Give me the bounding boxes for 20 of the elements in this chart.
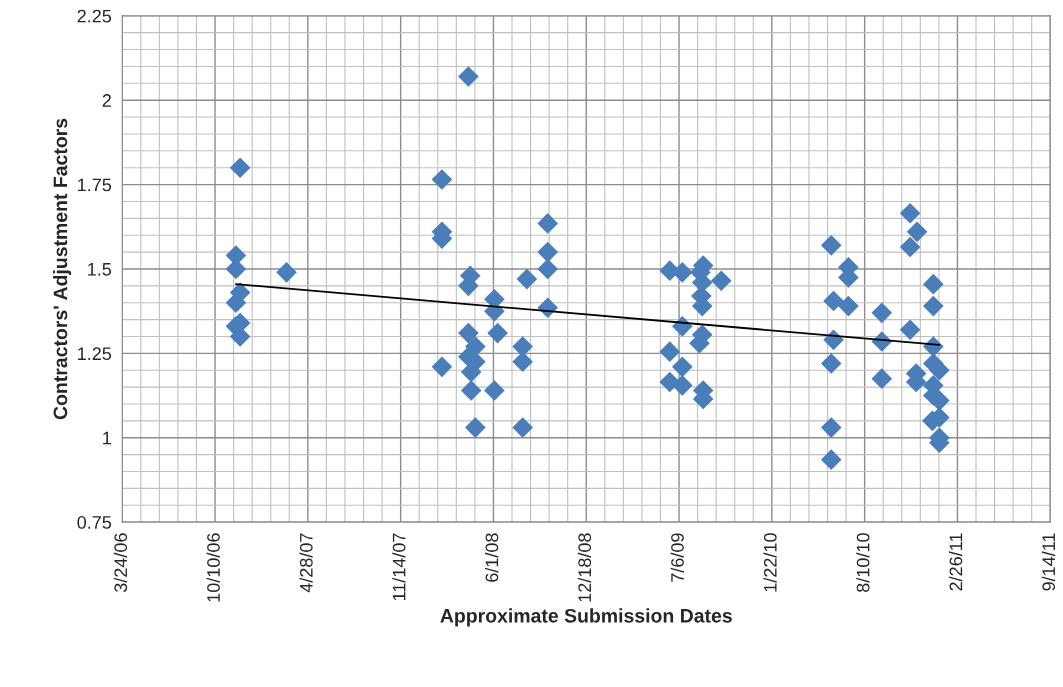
x-tick-label: 11/14/07 bbox=[392, 533, 406, 601]
x-tick-label: 12/18/08 bbox=[577, 533, 592, 602]
x-tick-label: 10/10/06 bbox=[206, 533, 220, 602]
y-tick-label: 0.75 bbox=[77, 516, 112, 529]
y-axis-title: Contractors' Adjustment Factors bbox=[53, 118, 72, 420]
y-tick-label: 2.25 bbox=[77, 9, 112, 23]
y-tick-label: 1.75 bbox=[78, 178, 112, 192]
y-tick-label: 1.5 bbox=[88, 263, 112, 276]
y-tick-label: 1 bbox=[103, 431, 111, 445]
x-tick-label: 1/22/10 bbox=[763, 533, 777, 592]
x-tick-label: 4/28/07 bbox=[299, 533, 313, 593]
x-tick-label: 3/24/06 bbox=[113, 533, 128, 593]
x-tick-label: 6/1/08 bbox=[485, 533, 499, 582]
y-tick-label: 2 bbox=[102, 94, 111, 107]
x-axis-title: Approximate Submission Dates bbox=[440, 608, 732, 627]
x-tick-label: 9/14/11 bbox=[1041, 533, 1056, 591]
y-tick-label: 1.25 bbox=[78, 347, 112, 361]
x-tick-label: 2/26/11 bbox=[949, 533, 963, 591]
x-tick-label: 7/6/09 bbox=[670, 533, 684, 582]
x-tick-label: 8/10/10 bbox=[856, 533, 870, 592]
